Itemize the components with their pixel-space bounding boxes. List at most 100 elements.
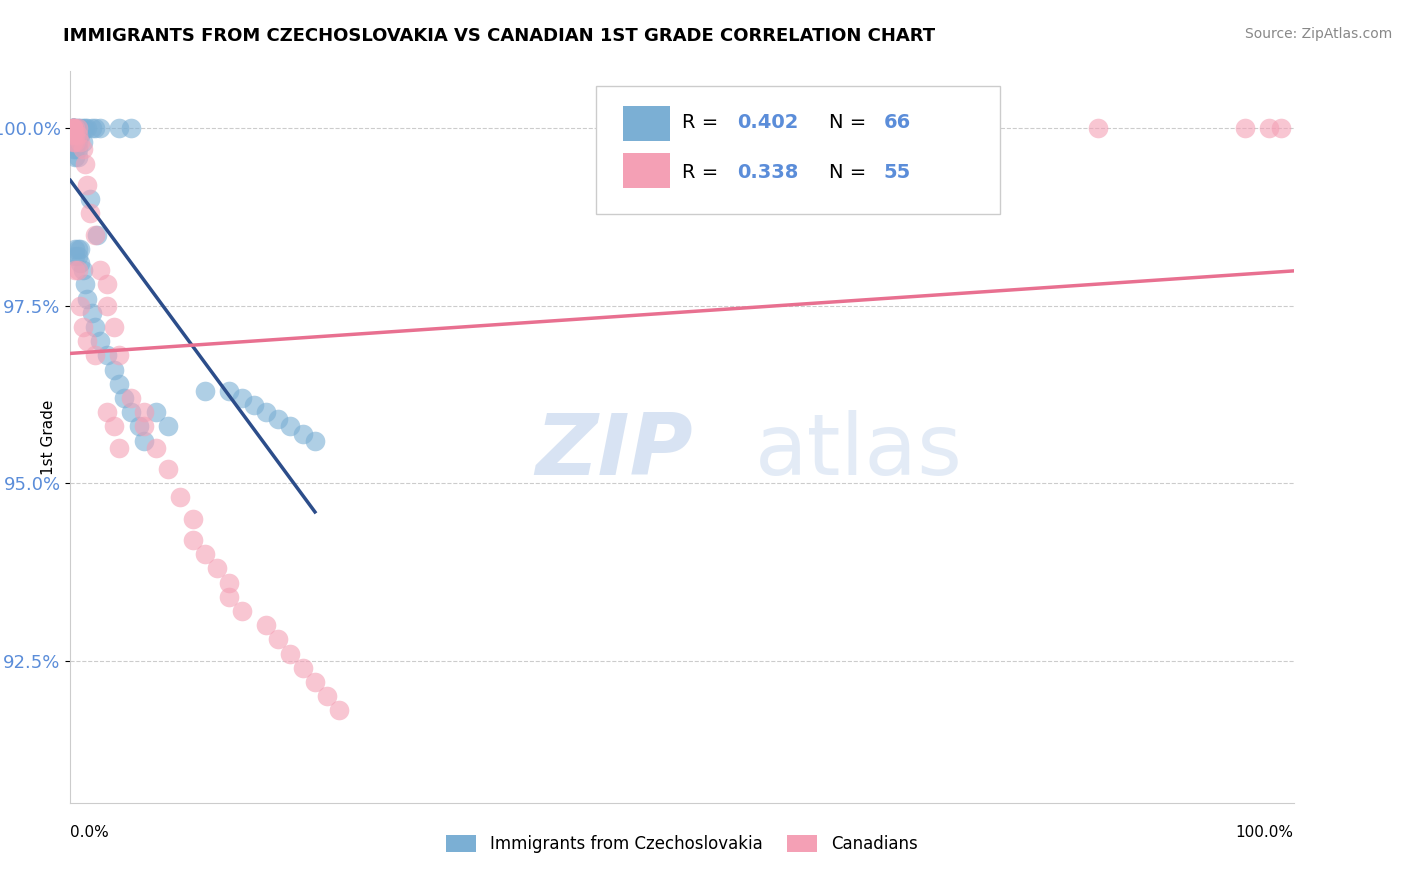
Point [89, 263, 111, 277]
Point [62, 136, 84, 150]
Point [73, 156, 96, 170]
Point [280, 419, 302, 434]
Point [316, 690, 339, 704]
Legend: Immigrants from Czechoslovakia, Canadians: Immigrants from Czechoslovakia, Canadian… [446, 835, 918, 853]
Point [62, 121, 84, 136]
Point [108, 348, 131, 362]
Point [62, 121, 84, 136]
Point [72, 136, 94, 150]
Point [254, 618, 277, 632]
Point [63, 136, 86, 150]
Point [62, 128, 84, 143]
Point [76, 292, 98, 306]
Point [267, 632, 290, 647]
Point [291, 661, 314, 675]
Text: N =: N = [828, 163, 872, 182]
Point [86, 227, 108, 242]
Point [103, 362, 125, 376]
Point [63, 128, 86, 143]
Point [83, 227, 105, 242]
Point [83, 320, 105, 334]
Point [66, 249, 89, 263]
Point [304, 434, 326, 448]
Point [1270, 121, 1292, 136]
Point [76, 178, 98, 192]
Point [108, 441, 131, 455]
Point [66, 121, 89, 136]
Point [218, 384, 240, 398]
Point [62, 136, 84, 150]
Point [132, 419, 155, 434]
Point [89, 121, 111, 136]
Text: 55: 55 [884, 163, 911, 182]
FancyBboxPatch shape [623, 153, 669, 188]
Point [96, 299, 118, 313]
Point [83, 348, 105, 362]
Point [62, 128, 84, 143]
Point [66, 128, 89, 143]
Text: Source: ZipAtlas.com: Source: ZipAtlas.com [1244, 27, 1392, 41]
Point [72, 143, 94, 157]
Point [79, 192, 101, 206]
Point [76, 121, 98, 136]
Point [194, 547, 217, 561]
Point [96, 277, 118, 292]
FancyBboxPatch shape [596, 86, 1000, 214]
Point [132, 405, 155, 419]
Point [132, 434, 155, 448]
Point [69, 136, 91, 150]
Point [205, 561, 228, 575]
Text: 0.402: 0.402 [737, 113, 799, 132]
Point [231, 604, 253, 618]
Text: 1st Grade: 1st Grade [41, 400, 56, 475]
Point [1233, 121, 1256, 136]
Point [66, 150, 89, 164]
Point [145, 405, 167, 419]
Point [291, 426, 314, 441]
Point [1258, 121, 1281, 136]
Point [218, 575, 240, 590]
Point [63, 121, 86, 136]
Point [108, 121, 131, 136]
Point [267, 412, 290, 426]
Text: R =: R = [682, 113, 724, 132]
Point [72, 263, 94, 277]
Point [231, 391, 253, 405]
Point [62, 143, 84, 157]
Point [72, 121, 94, 136]
Point [121, 121, 143, 136]
Point [280, 647, 302, 661]
Point [66, 143, 89, 157]
Text: N =: N = [828, 113, 872, 132]
Point [63, 128, 86, 143]
Point [96, 405, 118, 419]
Point [63, 150, 86, 164]
Point [63, 121, 86, 136]
Point [62, 121, 84, 136]
Text: 100.0%: 100.0% [1236, 825, 1294, 839]
Point [82, 121, 104, 136]
Point [121, 405, 143, 419]
Point [157, 462, 180, 476]
Point [69, 299, 91, 313]
Point [254, 405, 277, 419]
Point [69, 128, 91, 143]
Point [157, 419, 180, 434]
Point [72, 320, 94, 334]
Point [66, 121, 89, 136]
Point [66, 128, 89, 143]
Point [73, 277, 96, 292]
Point [181, 533, 204, 547]
Point [103, 419, 125, 434]
Point [128, 419, 150, 434]
Point [73, 121, 96, 136]
Point [62, 121, 84, 136]
Point [328, 704, 350, 718]
Point [62, 121, 84, 136]
Point [66, 242, 89, 256]
Point [62, 121, 84, 136]
Point [63, 249, 86, 263]
Point [1087, 121, 1109, 136]
Point [63, 136, 86, 150]
Text: 0.0%: 0.0% [70, 825, 110, 839]
